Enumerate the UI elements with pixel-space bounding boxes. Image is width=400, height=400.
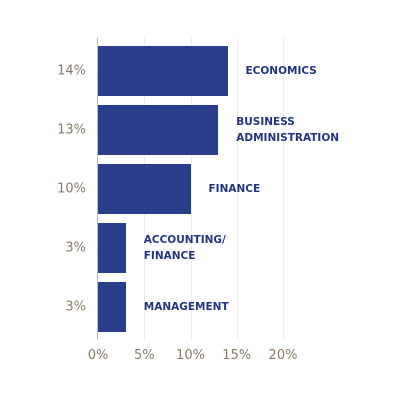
value-label: 14% [57, 63, 86, 79]
x-tick-label: 5% [133, 348, 155, 363]
value-label: 3% [65, 299, 86, 315]
grid-line [190, 38, 192, 340]
value-label: 13% [57, 122, 86, 138]
category-label: MANAGEMENT [143, 301, 229, 313]
x-tick-label: 15% [222, 348, 252, 363]
bar [98, 282, 126, 332]
value-label: 3% [65, 240, 86, 256]
grid-line [283, 38, 284, 340]
x-tick-label: 10% [176, 348, 205, 363]
axis-line [97, 38, 98, 340]
bar [98, 223, 126, 273]
bar [98, 46, 228, 96]
category-label: ECONOMICS [245, 65, 317, 77]
category-label: BUSINESS ADMINISTRATION [236, 116, 340, 144]
value-label: 10% [57, 181, 86, 197]
bar [98, 164, 191, 214]
x-tick-label: 20% [268, 348, 298, 363]
category-label: ACCOUNTING/ FINANCE [143, 234, 226, 262]
x-tick-label: 0% [87, 348, 109, 363]
category-label: FINANCE [208, 183, 261, 195]
grid-line [236, 38, 238, 340]
bar [98, 105, 219, 155]
